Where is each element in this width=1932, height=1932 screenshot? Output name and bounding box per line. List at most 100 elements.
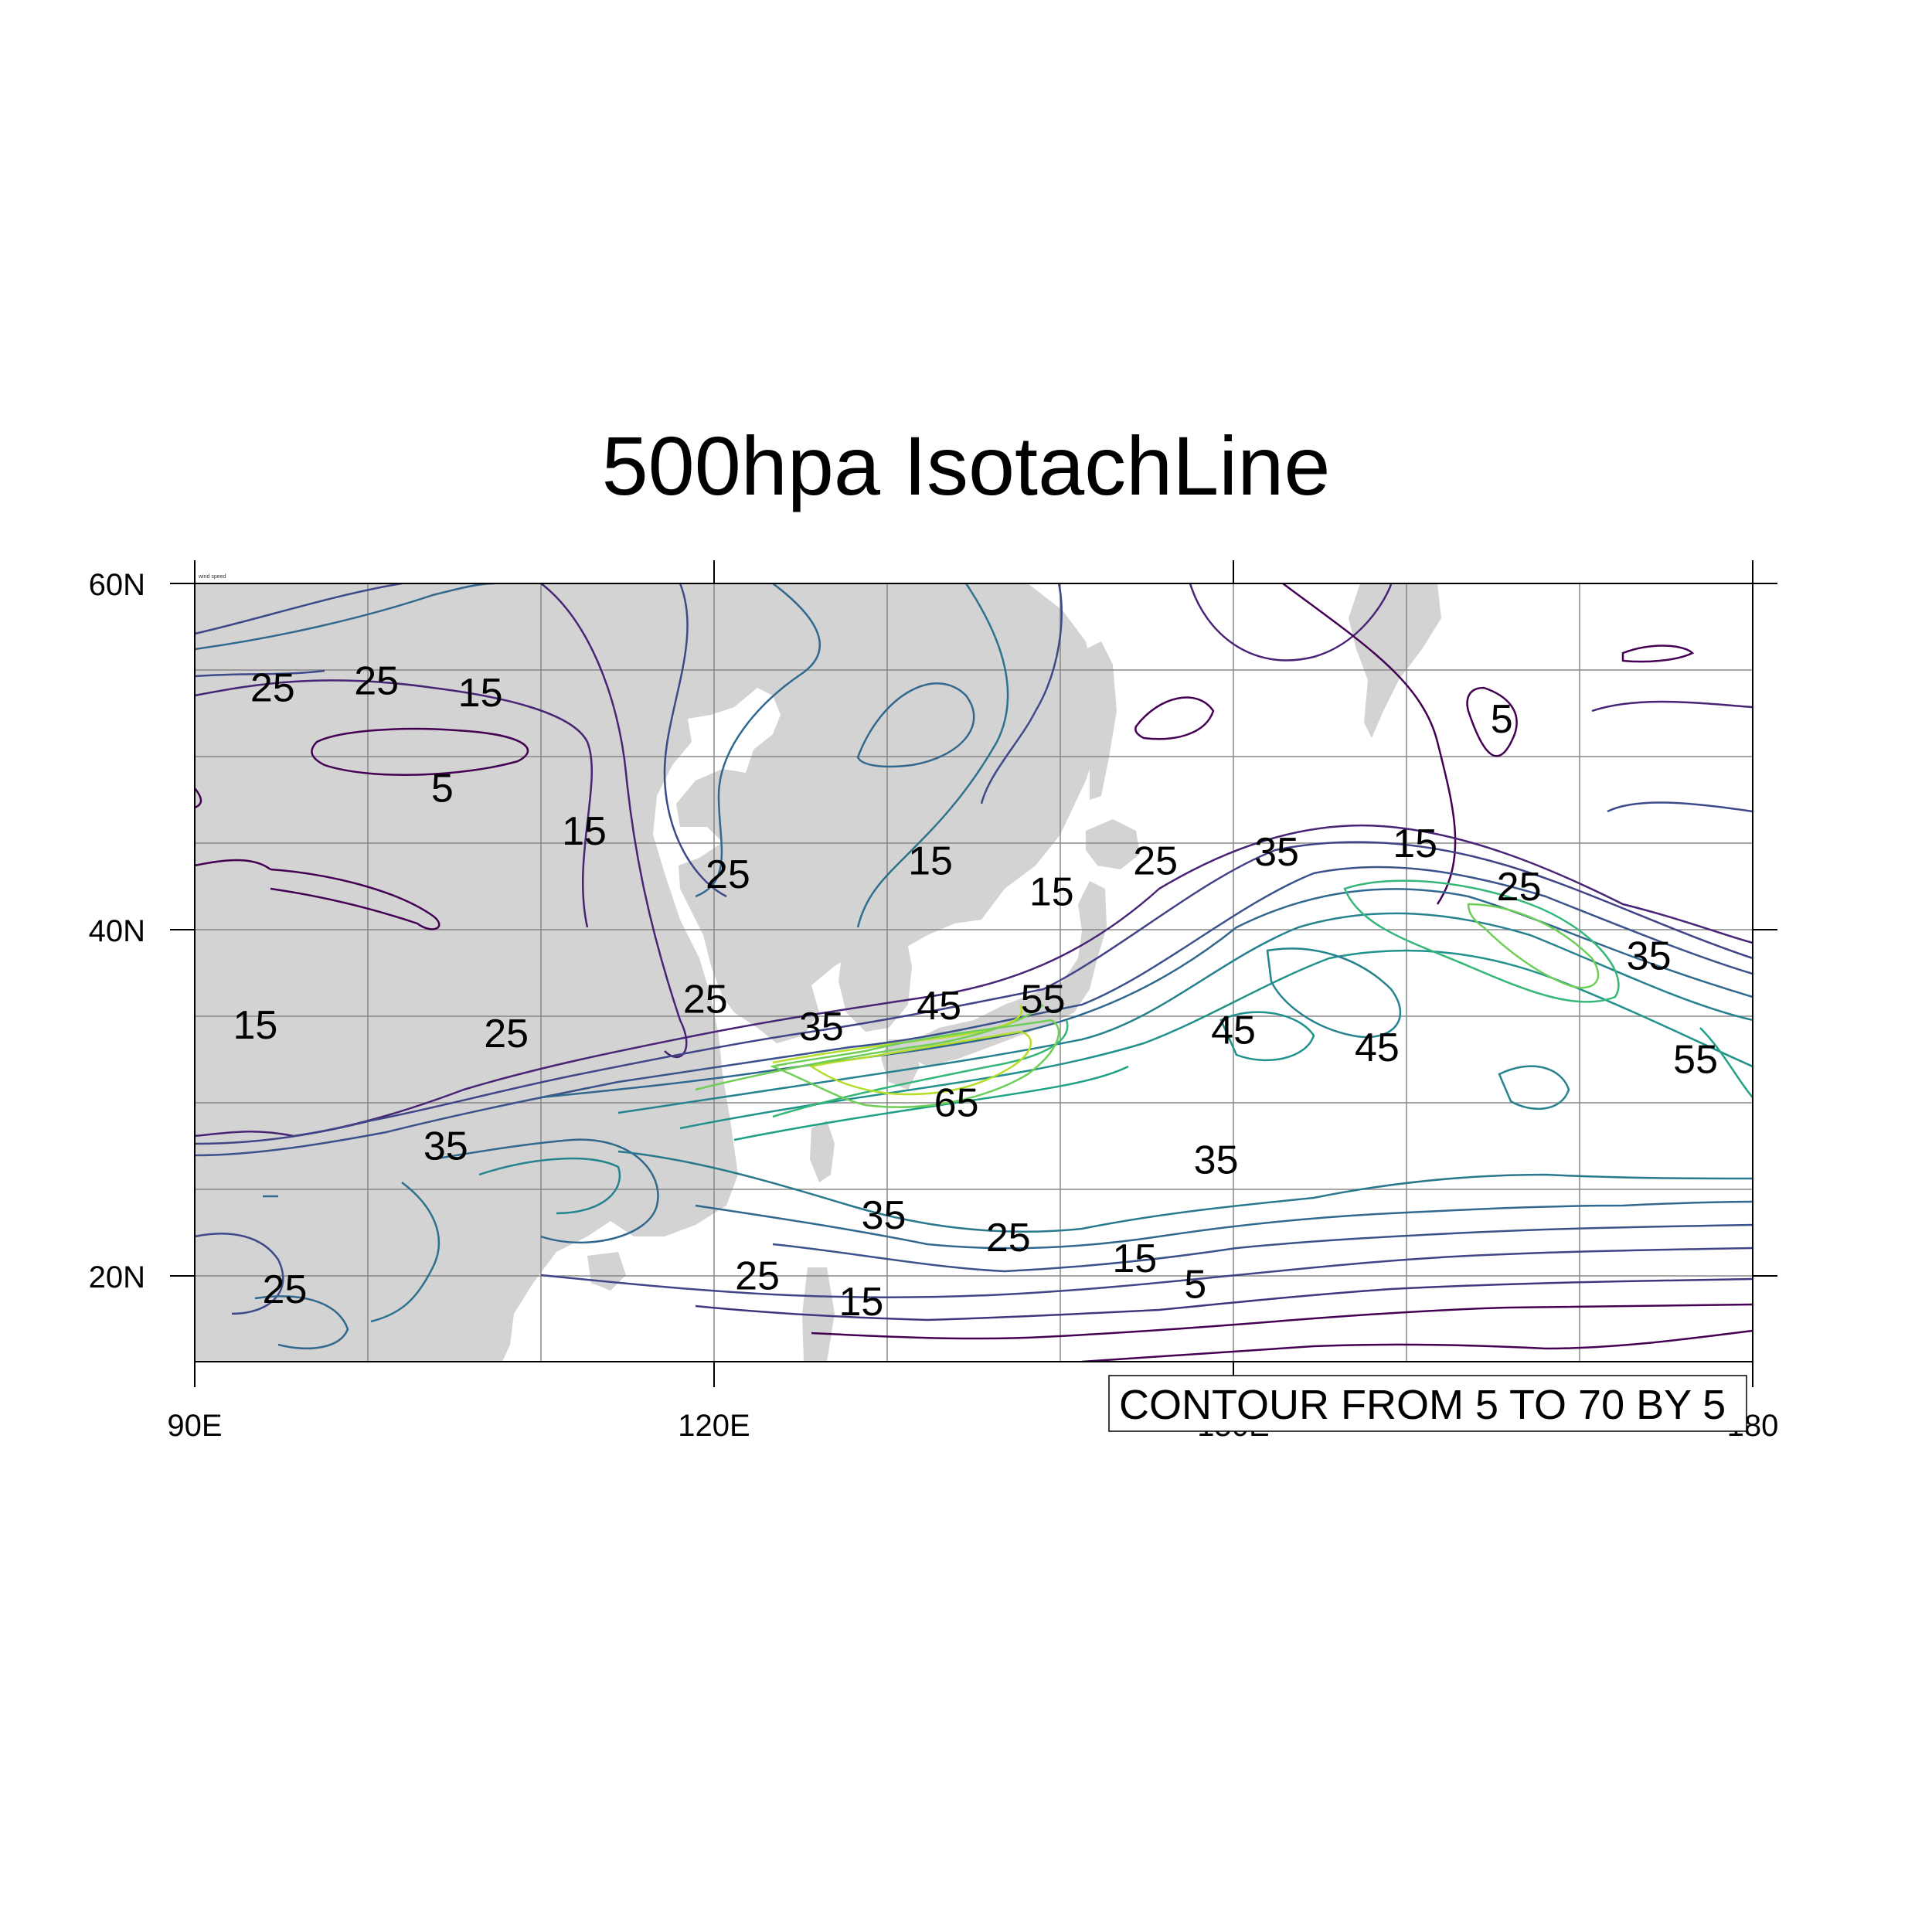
contour-label: 15 (1112, 1236, 1157, 1281)
contour-line (695, 1277, 1753, 1321)
contour-label: 25 (735, 1253, 780, 1298)
kamchatka (1349, 583, 1441, 738)
plot-frame (194, 583, 1753, 1362)
contour-line (1467, 903, 1600, 989)
contour-label: 25 (250, 665, 295, 710)
contour-line (663, 583, 727, 898)
contour-label: 35 (1627, 934, 1672, 978)
contour-label: 15 (562, 809, 607, 854)
contour-line (1134, 696, 1215, 740)
contour-label: 45 (917, 984, 961, 1029)
contour-label: 25 (986, 1216, 1031, 1260)
contour-line (772, 1223, 1753, 1273)
contour-label: 15 (458, 671, 503, 716)
contour-line (772, 1004, 1022, 1064)
contour-label: 35 (423, 1124, 468, 1168)
contour-line (195, 679, 593, 928)
contour-line (195, 583, 495, 651)
contour-line (1219, 1011, 1315, 1062)
y-tick-label-20n: 20N (89, 1260, 145, 1294)
contour-label: 35 (799, 1005, 844, 1049)
korean-peninsula (833, 881, 912, 1032)
contour-line (695, 583, 821, 898)
contour-line (695, 1200, 1753, 1250)
contour-line (195, 787, 202, 809)
contour-label: 25 (706, 852, 750, 897)
x-tick-label-90e: 90E (167, 1409, 222, 1443)
contour-line (733, 1065, 1129, 1141)
contour-line (1282, 583, 1457, 905)
contour-line (808, 1030, 1032, 1096)
x-tick-label-120e: 120E (678, 1409, 750, 1443)
contour-label: 45 (1355, 1026, 1400, 1070)
contour-line (617, 1150, 1753, 1233)
sakhalin (1086, 641, 1117, 800)
info-label-text: CONTOUR FROM 5 TO 70 BY 5 (1119, 1382, 1726, 1428)
contour-line (856, 682, 975, 768)
contour-label: 65 (934, 1081, 979, 1126)
contour-line (679, 949, 1753, 1130)
contour-line (617, 912, 1753, 1114)
contour-label: 45 (1211, 1009, 1256, 1053)
contour-label: 55 (1021, 977, 1066, 1022)
contour-label: 15 (1029, 870, 1074, 915)
contour-line (540, 1247, 1753, 1298)
isotach-contours (195, 583, 1753, 1362)
info-label-background (1108, 1375, 1747, 1432)
contour-label: 25 (263, 1267, 308, 1312)
contour-line (811, 1303, 1753, 1340)
contour-label: 55 (1673, 1038, 1718, 1083)
plot-title: 500hpa IsotachLine (602, 419, 1331, 512)
info-label-box: CONTOUR FROM 5 TO 70 BY 5 (1108, 1375, 1747, 1432)
japan-honshu (908, 881, 1107, 1066)
contour-line (1699, 1027, 1753, 1098)
y-axis (170, 583, 1777, 1277)
contour-label: 25 (1497, 865, 1542, 910)
contour-line (254, 1295, 349, 1349)
contour-line (370, 1182, 440, 1323)
contour-line (195, 669, 325, 678)
contour-label: 5 (1491, 697, 1513, 742)
contour-label: 35 (862, 1193, 906, 1238)
contour-line (856, 583, 1009, 928)
contour-line (311, 727, 529, 776)
contour-label: 35 (1194, 1138, 1239, 1182)
corner-label: wind speed (198, 574, 226, 580)
contour-line (1343, 879, 1620, 1003)
contour-label: 25 (354, 659, 399, 704)
contour-label: 15 (1393, 821, 1437, 866)
contour-label: 15 (908, 838, 953, 883)
contour-line (432, 1138, 659, 1244)
contour-line (195, 824, 1753, 1138)
contour-label: 15 (233, 1003, 277, 1048)
y-tick-label-60n: 60N (89, 568, 145, 602)
contour-line (980, 583, 1063, 804)
contour-line (195, 841, 1753, 1145)
contour-label: 25 (484, 1012, 529, 1056)
contour-label: 5 (431, 766, 454, 811)
contour-line (769, 1019, 1060, 1108)
contour-line (772, 1019, 1069, 1118)
contour-label: 5 (1184, 1263, 1206, 1308)
contour-line (695, 1004, 1044, 1091)
y-tick-label-40n: 40N (89, 914, 145, 948)
contour-line (1266, 947, 1402, 1039)
x-axis (194, 560, 1753, 1387)
contour-label: 35 (1254, 830, 1299, 875)
contour-line (1591, 700, 1753, 713)
contour-line (1081, 1329, 1753, 1362)
contour-line (195, 1233, 284, 1315)
contour-line (1498, 1065, 1570, 1110)
contour-label: 25 (1133, 838, 1178, 883)
land-masses (195, 583, 1441, 1362)
contour-line (1607, 801, 1753, 813)
japan-hokkaido (1086, 819, 1140, 869)
contour-line (195, 859, 271, 871)
taiwan (810, 1121, 835, 1182)
contour-line (270, 868, 440, 930)
contour-label: 15 (838, 1280, 883, 1325)
contour-line (1466, 686, 1518, 757)
